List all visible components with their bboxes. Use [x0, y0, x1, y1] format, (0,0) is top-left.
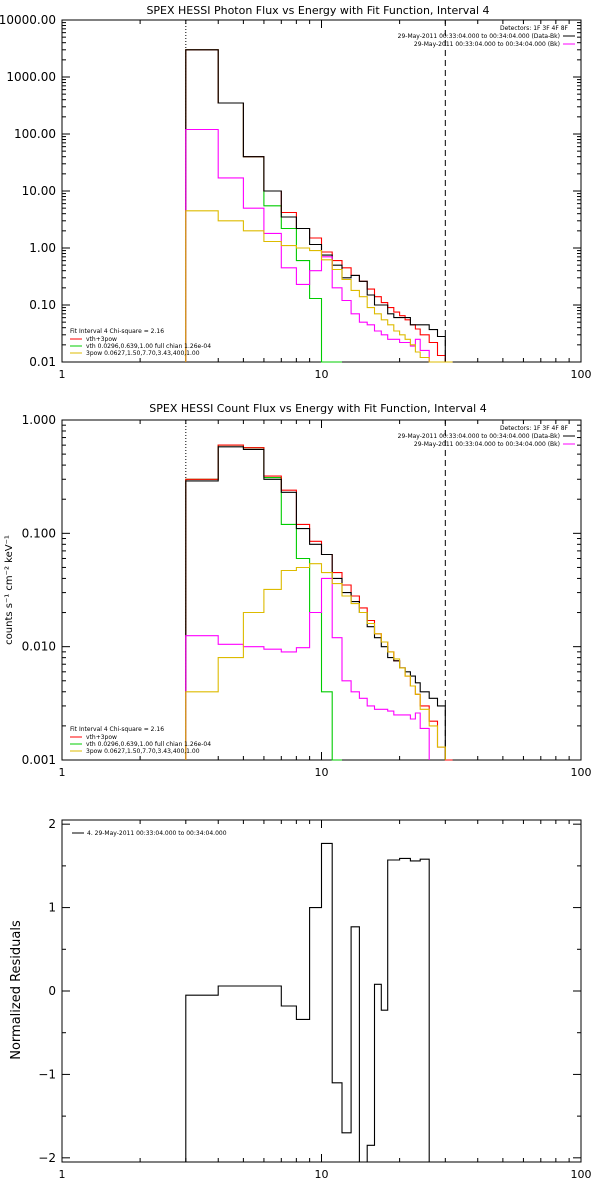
series-group	[185, 444, 453, 761]
legend-fit-vth: vth 0.0296,0.639,1.00 full chian 1.26e-0…	[86, 741, 211, 748]
y-tick-label: 0.01	[29, 355, 56, 369]
y-tick-label: 1.00	[29, 241, 56, 255]
y-tick-label: 0	[48, 984, 56, 998]
x-tick-label: 10	[315, 368, 329, 381]
legend-right: Detectors: 1F 3F 4F 8F 29-May-2011 00:33…	[398, 425, 575, 448]
photon-flux-chart: SPEX HESSI Photon Flux vs Energy with Fi…	[0, 4, 592, 381]
y-tick-label: 10.00	[22, 184, 56, 198]
x-tick-label: 1	[59, 766, 66, 779]
chart-title: SPEX HESSI Photon Flux vs Energy with Fi…	[146, 4, 489, 17]
chart-title: SPEX HESSI Count Flux vs Energy with Fit…	[149, 402, 486, 415]
legend-fit-total: vth+3pow	[86, 336, 117, 343]
series-line-0	[185, 842, 430, 1163]
series-line-4	[185, 210, 453, 363]
y-tick-label: 0.010	[22, 640, 56, 654]
legend-text: 4. 29-May-2011 00:33:04.000 to 00:34:04.…	[87, 830, 227, 837]
x-tick-label: 100	[571, 368, 592, 381]
residuals-chart: Normalized Residuals 1 10 100 −2 −1 0 1 2 4. 29…	[9, 817, 592, 1181]
legend-data-bk: 29-May-2011 00:33:04.000 to 00:34:04.000…	[398, 33, 560, 40]
axis-ticks: 1 10 100 −2 −1 0 1 2	[38, 817, 591, 1181]
y-axis-label: counts s⁻¹ cm⁻² keV⁻¹	[4, 535, 15, 645]
x-tick-label: 100	[571, 1168, 592, 1181]
series-line-3	[185, 128, 430, 362]
y-tick-label: 1000.00	[6, 70, 56, 84]
series-line-1	[185, 49, 453, 363]
legend-left: Fit Interval 4 Chi-square = 2.16 vth+3po…	[70, 726, 211, 755]
series-line-2	[185, 49, 446, 362]
legend-fit-total: vth+3pow	[86, 734, 117, 741]
fit-range-markers	[185, 20, 446, 362]
y-tick-label: 0.001	[22, 753, 56, 767]
legend-fit-3pow: 3pow 0.0627,1.50,7.70,3.43,400,1.00	[86, 748, 200, 755]
series-group	[185, 842, 430, 1163]
y-tick-label: −1	[38, 1067, 56, 1081]
x-tick-label: 1	[59, 1168, 66, 1181]
y-tick-label: 0.10	[29, 298, 56, 312]
series-line-1	[185, 444, 453, 761]
y-tick-label: 100.00	[14, 127, 56, 141]
series-line-2	[185, 446, 446, 760]
legend-bk: 29-May-2011 00:33:04.000 to 00:34:04.000…	[414, 441, 560, 448]
x-tick-label: 1	[59, 368, 66, 381]
x-tick-label: 100	[571, 766, 592, 779]
legend-fit-3pow: 3pow 0.0627,1.50,7.70,3.43,400,1.00	[86, 350, 200, 357]
y-tick-label: 0.100	[22, 526, 56, 540]
y-tick-label: 1.000	[22, 413, 56, 427]
axis-ticks: 1 10 100 0.01 0.10 1.00 10.00 100.00 1000.00 1000…	[0, 13, 592, 381]
legend-bk: 29-May-2011 00:33:04.000 to 00:34:04.000…	[414, 41, 560, 48]
series-line-4	[185, 563, 446, 760]
axis-ticks: 1 10 100 0.001 0.010 0.100 1.000	[22, 413, 592, 779]
y-axis-label: Normalized Residuals	[9, 920, 24, 1060]
legend-data-bk: 29-May-2011 00:33:04.000 to 00:34:04.000…	[398, 433, 560, 440]
y-tick-label: 1	[48, 901, 56, 915]
legend-fit-vth: vth 0.0296,0.639,1.00 full chian 1.26e-0…	[86, 343, 211, 350]
legend-fit-interval: Fit Interval 4 Chi-square = 2.16	[70, 726, 164, 733]
x-tick-label: 10	[315, 766, 329, 779]
y-tick-label: −2	[38, 1151, 56, 1165]
series-line-3	[185, 577, 430, 760]
series-line-0	[185, 49, 342, 363]
legend-fit-interval: Fit Interval 4 Chi-square = 2.16	[70, 328, 164, 335]
legend-right: Detectors: 1F 3F 4F 8F 29-May-2011 00:33…	[398, 25, 575, 48]
legend-detectors: Detectors: 1F 3F 4F 8F	[500, 25, 569, 32]
series-group	[185, 49, 453, 363]
legend-left: Fit Interval 4 Chi-square = 2.16 vth+3po…	[70, 328, 211, 357]
x-tick-label: 10	[315, 1168, 329, 1181]
legend-detectors: Detectors: 1F 3F 4F 8F	[500, 425, 569, 432]
count-flux-chart: SPEX HESSI Count Flux vs Energy with Fit…	[4, 402, 592, 779]
fit-range-markers	[185, 420, 446, 760]
y-tick-label: 2	[48, 817, 56, 831]
legend: 4. 29-May-2011 00:33:04.000 to 00:34:04.…	[72, 830, 227, 837]
y-tick-label: 10000.00	[0, 13, 56, 27]
